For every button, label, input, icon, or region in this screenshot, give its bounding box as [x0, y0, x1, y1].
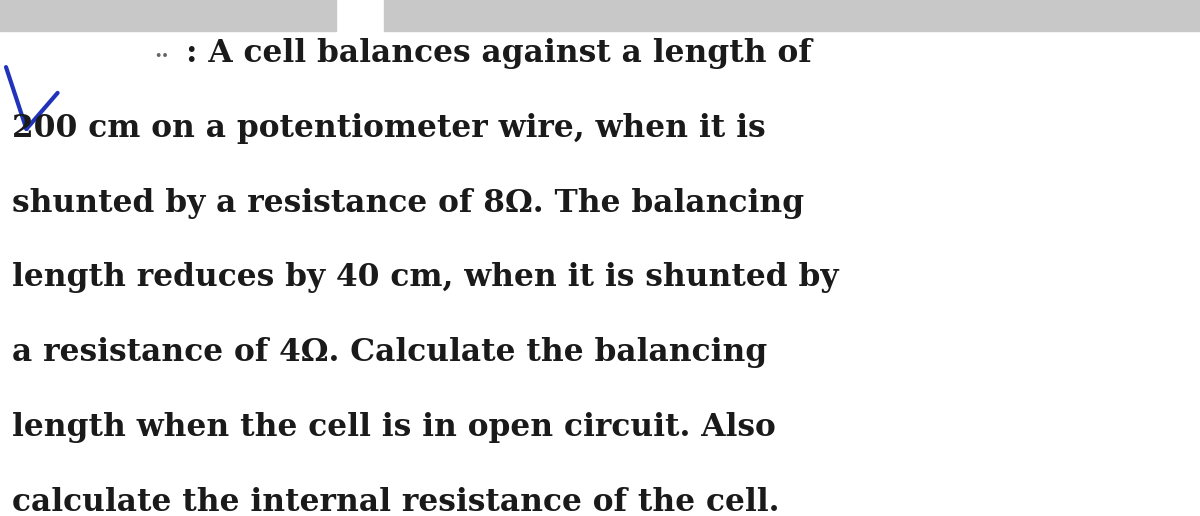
Text: shunted by a resistance of 8Ω. The balancing: shunted by a resistance of 8Ω. The balan…: [12, 187, 804, 219]
Bar: [0, 0, 336, 31]
Text: 200 cm on a potentiometer wire, when it is: 200 cm on a potentiometer wire, when it …: [12, 112, 766, 144]
Text: ··: ··: [155, 46, 169, 66]
Text: calculate the internal resistance of the cell.: calculate the internal resistance of the…: [12, 487, 780, 516]
Bar: [384, 0, 1200, 31]
Text: : A cell balances against a length of: : A cell balances against a length of: [12, 38, 811, 69]
Text: length when the cell is in open circuit. Also: length when the cell is in open circuit.…: [12, 412, 775, 443]
Text: length reduces by 40 cm, when it is shunted by: length reduces by 40 cm, when it is shun…: [12, 262, 839, 294]
Text: a resistance of 4Ω. Calculate the balancing: a resistance of 4Ω. Calculate the balanc…: [12, 337, 767, 368]
